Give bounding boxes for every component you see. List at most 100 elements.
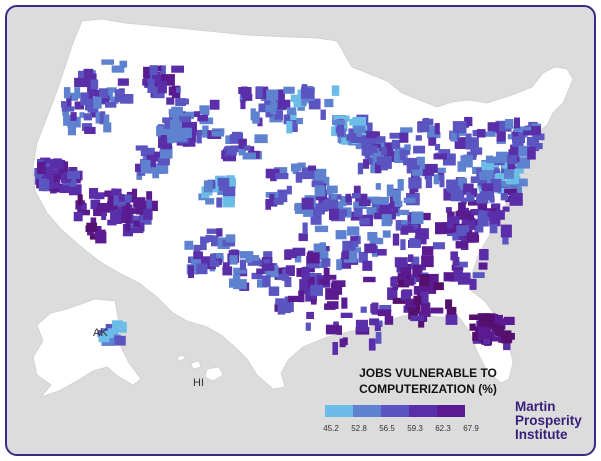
county-patch [162, 117, 173, 123]
county-patch [252, 111, 260, 124]
county-patch [434, 123, 440, 135]
map-frame: AK HI JOBS VULNERABLE TO COMPUTERIZATION… [5, 5, 596, 456]
county-patch [477, 202, 488, 213]
county-patch [247, 257, 261, 266]
county-patch [296, 117, 303, 125]
county-patch [490, 178, 502, 189]
legend-tick-labels: 45.2 52.8 56.5 59.3 62.3 67.9 [316, 424, 498, 436]
county-patch [184, 240, 194, 250]
county-patch [130, 226, 144, 234]
county-patch [501, 159, 511, 169]
county-patch [374, 324, 381, 332]
county-patch [248, 146, 255, 156]
county-patch [265, 168, 280, 179]
county-patch [191, 256, 201, 266]
county-patch [353, 207, 363, 217]
county-patch [532, 133, 545, 141]
county-patch [181, 120, 189, 129]
county-patch [84, 73, 97, 86]
county-patch [293, 100, 306, 108]
county-patch [374, 131, 380, 140]
county-patch [452, 256, 460, 266]
county-patch [216, 228, 223, 237]
county-patch [355, 247, 362, 253]
county-patch [103, 114, 110, 128]
county-patch [375, 162, 382, 174]
county-patch [479, 249, 489, 261]
county-patch [212, 180, 219, 193]
county-patch [362, 137, 373, 144]
county-patch [184, 121, 197, 133]
county-patch [295, 172, 303, 183]
county-patch [413, 295, 422, 305]
county-patch [324, 98, 334, 108]
county-patch [170, 120, 181, 133]
county-patch [447, 211, 455, 218]
county-patch [381, 214, 392, 227]
county-patch [450, 130, 458, 142]
county-patch [373, 210, 384, 220]
county-patch [193, 251, 203, 260]
county-patch [331, 193, 337, 202]
county-patch [376, 156, 386, 166]
county-patch [298, 290, 305, 303]
county-patch [489, 164, 499, 170]
legend-tick-label: 59.3 [407, 424, 423, 433]
county-patch [470, 189, 477, 195]
county-patch [103, 122, 112, 133]
county-patch [510, 144, 521, 154]
county-patch [101, 59, 114, 65]
county-patch [485, 155, 494, 163]
county-patch [157, 80, 167, 94]
county-patch [418, 317, 425, 328]
county-patch [66, 95, 72, 109]
county-patch [226, 146, 236, 156]
county-patch [166, 97, 175, 105]
county-patch [171, 106, 183, 118]
county-patch [336, 259, 342, 271]
county-patch [308, 165, 316, 171]
county-patch [225, 234, 236, 243]
county-patch [443, 188, 452, 201]
county-patch [318, 197, 326, 205]
county-patch [67, 126, 76, 136]
county-patch [314, 251, 329, 261]
county-patch [203, 180, 213, 193]
county-patch [111, 188, 117, 195]
county-patch [489, 224, 498, 234]
county-patch [455, 231, 465, 241]
county-patch [481, 183, 494, 192]
county-patch [200, 241, 207, 251]
county-patch [213, 254, 222, 265]
county-patch [397, 179, 404, 191]
county-patch [450, 251, 458, 261]
county-patch [392, 205, 399, 213]
county-patch [343, 250, 358, 263]
county-patch [300, 280, 309, 288]
county-patch [168, 86, 176, 96]
county-patch [212, 253, 224, 259]
county-patch [78, 209, 90, 216]
county-patch [476, 193, 489, 204]
county-patch [368, 338, 376, 351]
county-patch [117, 78, 129, 86]
county-patch [311, 203, 325, 215]
county-patch [254, 134, 268, 144]
county-patch [100, 95, 110, 104]
county-patch [205, 234, 213, 242]
county-patch [229, 134, 242, 144]
hawaii-shape [176, 354, 224, 382]
county-patch [120, 94, 134, 104]
county-patch [527, 146, 536, 160]
county-patch [102, 331, 114, 339]
county-patch [257, 117, 263, 127]
legend-tick-label: 52.8 [351, 424, 367, 433]
county-patch [133, 220, 140, 228]
county-patch [419, 274, 430, 287]
county-patch [153, 163, 165, 174]
county-patch [439, 174, 445, 188]
county-patch [321, 258, 331, 267]
county-patch [458, 202, 466, 212]
county-patch [512, 130, 519, 137]
county-patch [314, 185, 326, 197]
